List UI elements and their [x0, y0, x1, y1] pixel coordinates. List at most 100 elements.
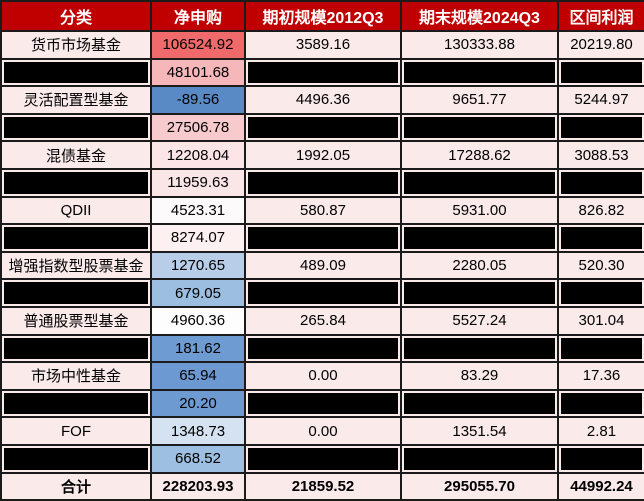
- redacted-cell[interactable]: [244, 57, 402, 88]
- redacted-cell[interactable]: [557, 112, 644, 143]
- redacted-cell[interactable]: [244, 223, 402, 253]
- interval-profit-cell[interactable]: 520.30: [557, 250, 644, 281]
- net-subscription-cell[interactable]: 1348.73: [150, 416, 246, 446]
- redacted-cell[interactable]: [400, 333, 559, 364]
- redacted-cell[interactable]: [0, 167, 152, 198]
- net-subscription-cell[interactable]: 20.20: [150, 388, 246, 419]
- category-cell[interactable]: QDII: [0, 195, 152, 226]
- initial-scale-cell[interactable]: 0.00: [244, 361, 402, 391]
- redacted-cell[interactable]: [557, 57, 644, 88]
- redacted-cell[interactable]: [0, 333, 152, 364]
- redacted-cell[interactable]: [0, 443, 152, 474]
- initial-scale-cell[interactable]: 265.84: [244, 305, 402, 336]
- final-scale-cell[interactable]: 2280.05: [400, 250, 559, 281]
- net-subscription-cell[interactable]: 106524.92: [150, 30, 246, 60]
- redacted-cell[interactable]: [400, 443, 559, 474]
- redacted-cell[interactable]: [0, 57, 152, 88]
- redacted-cell[interactable]: [400, 57, 559, 88]
- redacted-cell[interactable]: [557, 167, 644, 198]
- interval-profit-cell[interactable]: 5244.97: [557, 85, 644, 115]
- net-subscription-cell[interactable]: 4960.36: [150, 305, 246, 336]
- net-subscription-cell[interactable]: 181.62: [150, 333, 246, 364]
- header-net-subscription[interactable]: 净申购: [150, 0, 246, 32]
- net-subscription-cell[interactable]: 668.52: [150, 443, 246, 474]
- interval-profit-cell[interactable]: 3088.53: [557, 140, 644, 170]
- redacted-cell[interactable]: [0, 112, 152, 143]
- redacted-cell[interactable]: [400, 167, 559, 198]
- net-subscription-cell[interactable]: 228203.93: [150, 471, 246, 501]
- header-initial-scale-2012q3[interactable]: 期初规模2012Q3: [244, 0, 402, 32]
- redacted-cell[interactable]: [557, 333, 644, 364]
- final-scale-cell[interactable]: 130333.88: [400, 30, 559, 60]
- category-cell[interactable]: 合计: [0, 471, 152, 501]
- redacted-cell[interactable]: [0, 223, 152, 253]
- redacted-cell[interactable]: [557, 443, 644, 474]
- redacted-row: 20.20: [0, 388, 644, 419]
- redacted-cell[interactable]: [557, 388, 644, 419]
- redacted-cell[interactable]: [400, 388, 559, 419]
- table-row: FOF 1348.73 0.00 1351.54 2.81: [0, 416, 644, 446]
- net-subscription-cell[interactable]: 27506.78: [150, 112, 246, 143]
- redacted-cell[interactable]: [400, 112, 559, 143]
- initial-scale-cell[interactable]: 0.00: [244, 416, 402, 446]
- interval-profit-cell[interactable]: 826.82: [557, 195, 644, 226]
- redacted-cell[interactable]: [244, 278, 402, 308]
- initial-scale-cell[interactable]: 4496.36: [244, 85, 402, 115]
- net-subscription-cell[interactable]: 11959.63: [150, 167, 246, 198]
- redacted-row: 48101.68: [0, 57, 644, 88]
- net-subscription-cell[interactable]: 679.05: [150, 278, 246, 308]
- redacted-row: 11959.63: [0, 167, 644, 198]
- category-cell[interactable]: 市场中性基金: [0, 361, 152, 391]
- final-scale-cell[interactable]: 295055.70: [400, 471, 559, 501]
- redacted-cell[interactable]: [244, 112, 402, 143]
- initial-scale-cell[interactable]: 580.87: [244, 195, 402, 226]
- header-interval-profit[interactable]: 区间利润: [557, 0, 644, 32]
- initial-scale-cell[interactable]: 3589.16: [244, 30, 402, 60]
- net-subscription-cell[interactable]: 1270.65: [150, 250, 246, 281]
- category-cell[interactable]: 普通股票型基金: [0, 305, 152, 336]
- final-scale-cell[interactable]: 1351.54: [400, 416, 559, 446]
- table-row: QDII 4523.31 580.87 5931.00 826.82: [0, 195, 644, 226]
- initial-scale-cell[interactable]: 21859.52: [244, 471, 402, 501]
- net-subscription-cell[interactable]: 8274.07: [150, 223, 246, 253]
- table-row: 增强指数型股票基金 1270.65 489.09 2280.05 520.30: [0, 250, 644, 281]
- table-row: 市场中性基金 65.94 0.00 83.29 17.36: [0, 361, 644, 391]
- redacted-cell[interactable]: [244, 388, 402, 419]
- final-scale-cell[interactable]: 5931.00: [400, 195, 559, 226]
- final-scale-cell[interactable]: 5527.24: [400, 305, 559, 336]
- final-scale-cell[interactable]: 83.29: [400, 361, 559, 391]
- net-subscription-cell[interactable]: 12208.04: [150, 140, 246, 170]
- category-cell[interactable]: 混债基金: [0, 140, 152, 170]
- interval-profit-cell[interactable]: 301.04: [557, 305, 644, 336]
- redacted-cell[interactable]: [244, 333, 402, 364]
- redacted-cell[interactable]: [400, 223, 559, 253]
- final-scale-cell[interactable]: 17288.62: [400, 140, 559, 170]
- redacted-cell[interactable]: [0, 388, 152, 419]
- header-category[interactable]: 分类: [0, 0, 152, 32]
- initial-scale-cell[interactable]: 489.09: [244, 250, 402, 281]
- redacted-cell[interactable]: [400, 278, 559, 308]
- category-cell[interactable]: 灵活配置型基金: [0, 85, 152, 115]
- table-row: 货币市场基金 106524.92 3589.16 130333.88 20219.80: [0, 30, 644, 60]
- category-cell[interactable]: 货币市场基金: [0, 30, 152, 60]
- redacted-cell[interactable]: [557, 223, 644, 253]
- interval-profit-cell[interactable]: 44992.24: [557, 471, 644, 501]
- redacted-cell[interactable]: [244, 443, 402, 474]
- redacted-cell[interactable]: [557, 278, 644, 308]
- net-subscription-cell[interactable]: 48101.68: [150, 57, 246, 88]
- table-row: 混债基金 12208.04 1992.05 17288.62 3088.53: [0, 140, 644, 170]
- header-final-scale-2024q3[interactable]: 期末规模2024Q3: [400, 0, 559, 32]
- interval-profit-cell[interactable]: 20219.80: [557, 30, 644, 60]
- net-subscription-cell[interactable]: 4523.31: [150, 195, 246, 226]
- interval-profit-cell[interactable]: 17.36: [557, 361, 644, 391]
- redacted-row: 181.62: [0, 333, 644, 364]
- interval-profit-cell[interactable]: 2.81: [557, 416, 644, 446]
- final-scale-cell[interactable]: 9651.77: [400, 85, 559, 115]
- redacted-cell[interactable]: [0, 278, 152, 308]
- category-cell[interactable]: 增强指数型股票基金: [0, 250, 152, 281]
- category-cell[interactable]: FOF: [0, 416, 152, 446]
- net-subscription-cell[interactable]: -89.56: [150, 85, 246, 115]
- initial-scale-cell[interactable]: 1992.05: [244, 140, 402, 170]
- net-subscription-cell[interactable]: 65.94: [150, 361, 246, 391]
- redacted-cell[interactable]: [244, 167, 402, 198]
